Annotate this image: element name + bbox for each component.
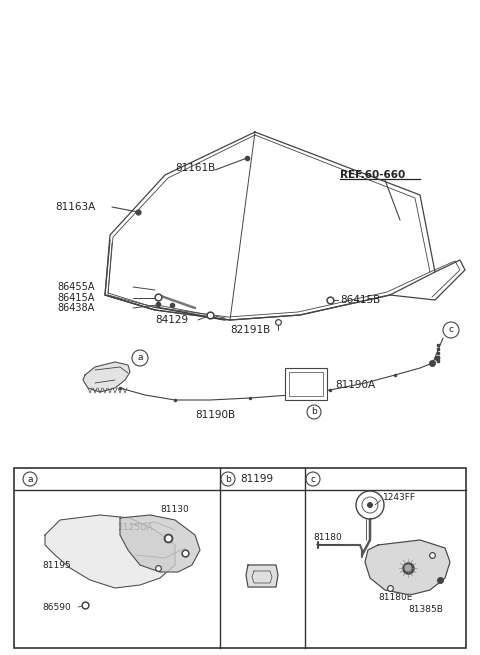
Text: 86438A: 86438A [57,303,94,313]
Text: 81163A: 81163A [55,202,95,212]
Text: b: b [225,474,231,483]
Text: b: b [311,407,317,417]
Text: 1243FF: 1243FF [383,493,416,502]
Polygon shape [45,515,175,588]
Text: REF.60-660: REF.60-660 [340,170,405,180]
Polygon shape [246,565,278,587]
Text: 86415B: 86415B [340,295,380,305]
Text: 81161B: 81161B [175,163,215,173]
Text: a: a [137,354,143,362]
Bar [285,368,327,400]
Text: 81195: 81195 [42,561,71,569]
Text: 81180E: 81180E [378,593,412,603]
Text: c: c [311,474,315,483]
Text: 81190A: 81190A [335,380,375,390]
Text: 81199: 81199 [240,474,273,484]
Text: 81180: 81180 [313,534,342,542]
Polygon shape [120,515,200,572]
Text: 81385B: 81385B [408,605,443,614]
Text: 86415A: 86415A [57,293,95,303]
Text: c: c [448,326,454,335]
Polygon shape [365,540,450,595]
Text: 1125DA: 1125DA [118,523,154,531]
Text: 81130: 81130 [160,506,189,514]
Text: 81190B: 81190B [195,410,235,420]
Text: a: a [27,474,33,483]
Bar [289,372,323,396]
Text: 86590: 86590 [42,603,71,612]
Circle shape [367,502,373,508]
Text: 84129: 84129 [155,315,188,325]
Circle shape [404,564,412,572]
Polygon shape [83,362,130,392]
Bar [14,468,466,648]
Text: 82191B: 82191B [230,325,270,335]
Text: 86455A: 86455A [57,282,95,292]
